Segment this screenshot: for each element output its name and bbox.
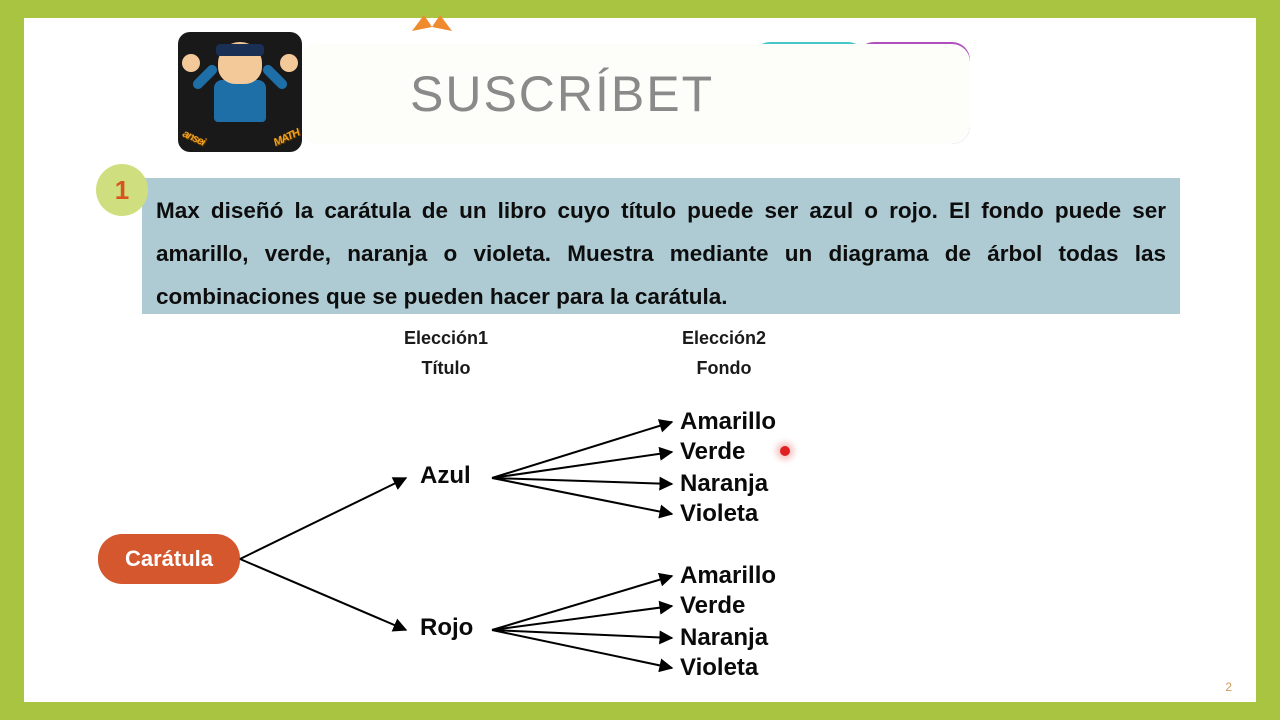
subscribe-banner: SUSCRÍBET	[300, 44, 970, 144]
tree-diagram: Elección1 Título Elección2 Fondo Carátul…	[24, 322, 1124, 692]
root-label: Carátula	[125, 546, 213, 572]
tree-leaf: Naranja	[680, 470, 768, 498]
tree-leaf: Amarillo	[680, 562, 776, 590]
triangle-icon	[412, 13, 452, 33]
slide-frame: SUSCRÍBET ansei MATH 1 Max diseñó la car…	[24, 18, 1256, 702]
avatar-text-right: MATH	[272, 127, 302, 149]
problem-number-badge: 1	[96, 164, 148, 216]
tree-arrows	[24, 322, 1124, 692]
col2-header-line2: Fondo	[654, 358, 794, 379]
tree-leaf: Violeta	[680, 654, 758, 682]
banner-text: SUSCRÍBET	[410, 65, 714, 123]
tree-node-rojo: Rojo	[420, 614, 473, 642]
col2-header-line1: Elección2	[654, 328, 794, 349]
problem-number: 1	[115, 175, 129, 206]
tree-leaf: Violeta	[680, 500, 758, 528]
tree-leaf: Amarillo	[680, 408, 776, 436]
tree-leaf: Verde	[680, 592, 745, 620]
tree-leaf: Naranja	[680, 624, 768, 652]
problem-statement-box: Max diseñó la carátula de un libro cuyo …	[142, 178, 1180, 314]
col1-header-line1: Elección1	[376, 328, 516, 349]
channel-avatar: ansei MATH	[178, 32, 302, 152]
avatar-text-left: ansei	[181, 128, 207, 149]
header: SUSCRÍBET ansei MATH	[24, 18, 1256, 168]
problem-text: Max diseñó la carátula de un libro cuyo …	[156, 198, 1166, 309]
laser-pointer-icon	[780, 446, 790, 456]
page-number: 2	[1225, 680, 1232, 694]
col1-header-line2: Título	[376, 358, 516, 379]
tree-leaf: Verde	[680, 438, 745, 466]
tree-root-node: Carátula	[98, 534, 240, 584]
tree-node-azul: Azul	[420, 462, 471, 490]
